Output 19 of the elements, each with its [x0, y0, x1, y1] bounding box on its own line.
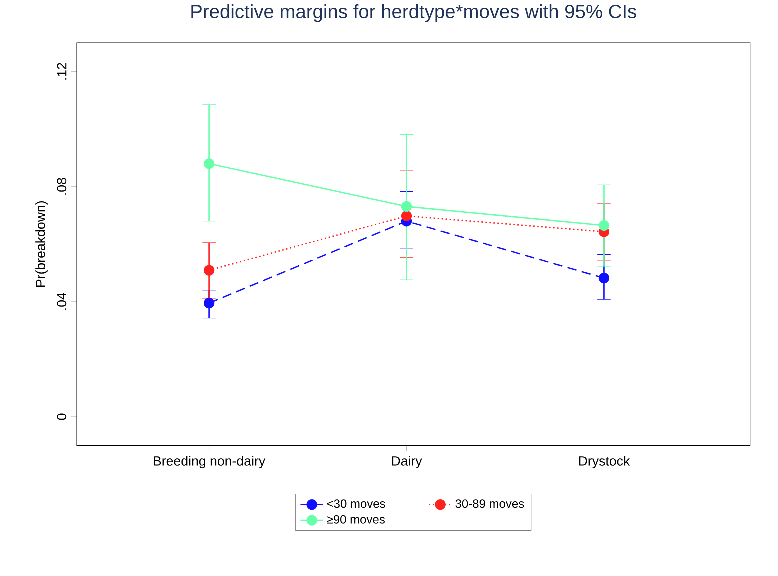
legend-label: ≥90 moves — [327, 515, 385, 524]
point — [401, 210, 412, 222]
point — [598, 220, 610, 232]
y-tick-label: .08 — [57, 178, 67, 196]
x-tick-label: Breeding non-dairy — [154, 456, 266, 469]
chart-title: Predictive margins for herdtype*moves with 95% CIs — [192, 4, 636, 22]
point — [204, 158, 215, 170]
point — [401, 202, 412, 212]
point — [204, 265, 215, 276]
y-tick-label: 0 — [57, 414, 67, 420]
y-tick-label: .12 — [57, 63, 67, 80]
y-axis-title: Pr(breakdown) — [36, 202, 48, 288]
legend-label: 30-89 moves — [456, 500, 524, 508]
point — [598, 273, 610, 284]
legend-label: <30 moves — [327, 500, 386, 508]
x-tick-label: Dairy — [392, 456, 422, 469]
x-tick-label: Drystock — [579, 456, 630, 469]
y-tick-label: .04 — [57, 293, 67, 310]
point — [204, 298, 215, 309]
